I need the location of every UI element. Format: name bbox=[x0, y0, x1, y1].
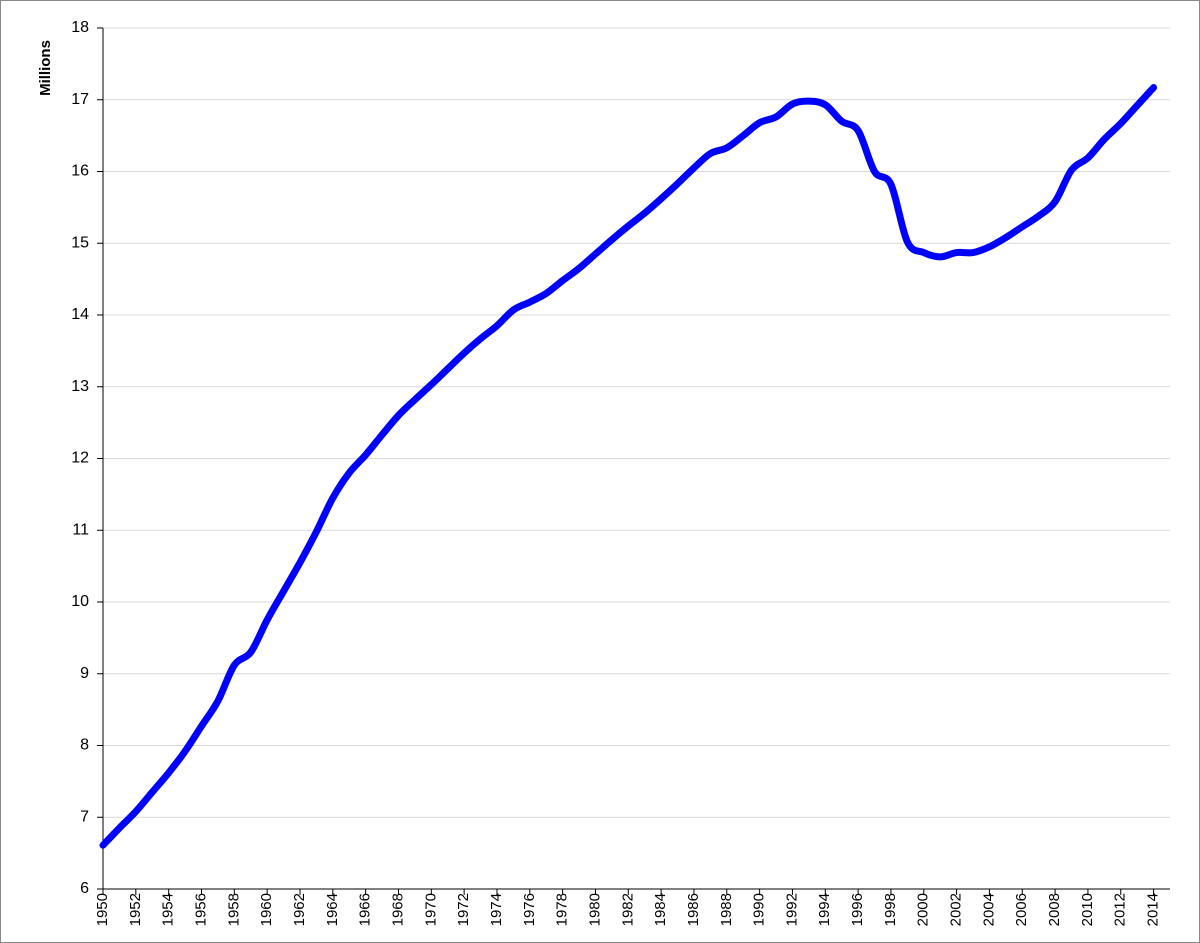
y-tick-label: 6 bbox=[80, 880, 89, 897]
y-tick-label: 15 bbox=[71, 234, 89, 251]
x-tick-label: 2008 bbox=[1046, 893, 1063, 926]
x-tick-label: 1984 bbox=[652, 893, 669, 926]
x-tick-label: 1986 bbox=[685, 893, 702, 926]
x-tick-label: 1978 bbox=[554, 893, 571, 926]
x-tick-label: 1998 bbox=[882, 893, 899, 926]
x-tick-label: 1964 bbox=[324, 893, 341, 926]
data-line bbox=[99, 84, 1158, 849]
y-tick-label: 10 bbox=[71, 593, 89, 610]
x-tick-label: 1996 bbox=[849, 893, 866, 926]
x-tick-label: 1950 bbox=[94, 893, 111, 926]
y-tick-label: 8 bbox=[80, 737, 89, 754]
x-tick-label: 1962 bbox=[291, 893, 308, 926]
y-tick-label: 11 bbox=[72, 521, 89, 538]
y-tick-label: 9 bbox=[80, 665, 89, 682]
x-tick-label: 1956 bbox=[192, 893, 209, 926]
x-tick-label: 1982 bbox=[619, 893, 636, 926]
x-tick-label: 2002 bbox=[948, 893, 965, 926]
x-tick-label: 1972 bbox=[455, 893, 472, 926]
x-tick-label: 2006 bbox=[1013, 893, 1030, 926]
x-tick-label: 1988 bbox=[718, 893, 735, 926]
x-tick-label: 1974 bbox=[488, 893, 505, 926]
x-tick-label: 2004 bbox=[980, 893, 997, 926]
x-tick-label: 1966 bbox=[357, 893, 374, 926]
y-tick-label: 14 bbox=[71, 306, 89, 323]
y-tick-label: 13 bbox=[71, 378, 89, 395]
x-tick-label: 1958 bbox=[225, 893, 242, 926]
x-tick-label: 1992 bbox=[783, 893, 800, 926]
x-tick-label: 2000 bbox=[915, 893, 932, 926]
x-tick-label: 2010 bbox=[1079, 893, 1096, 926]
x-tick-label: 1990 bbox=[751, 893, 768, 926]
y-tick-label: 12 bbox=[71, 450, 89, 467]
x-tick-label: 1980 bbox=[586, 893, 603, 926]
y-tick-label: 7 bbox=[80, 808, 89, 825]
x-tick-label: 1954 bbox=[160, 893, 177, 926]
x-tick-label: 1968 bbox=[389, 893, 406, 926]
x-tick-label: 2012 bbox=[1112, 893, 1129, 926]
x-tick-label: 2014 bbox=[1145, 893, 1162, 926]
y-tick-label: 18 bbox=[71, 19, 89, 36]
x-tick-label: 1976 bbox=[521, 893, 538, 926]
x-tick-label: 1960 bbox=[258, 893, 275, 926]
x-tick-label: 1952 bbox=[127, 893, 144, 926]
y-axis-label: Millions bbox=[37, 40, 54, 96]
y-tick-label: 16 bbox=[71, 163, 89, 180]
y-tick-label: 17 bbox=[71, 91, 89, 108]
x-tick-label: 1994 bbox=[816, 893, 833, 926]
x-tick-label: 1970 bbox=[422, 893, 439, 926]
